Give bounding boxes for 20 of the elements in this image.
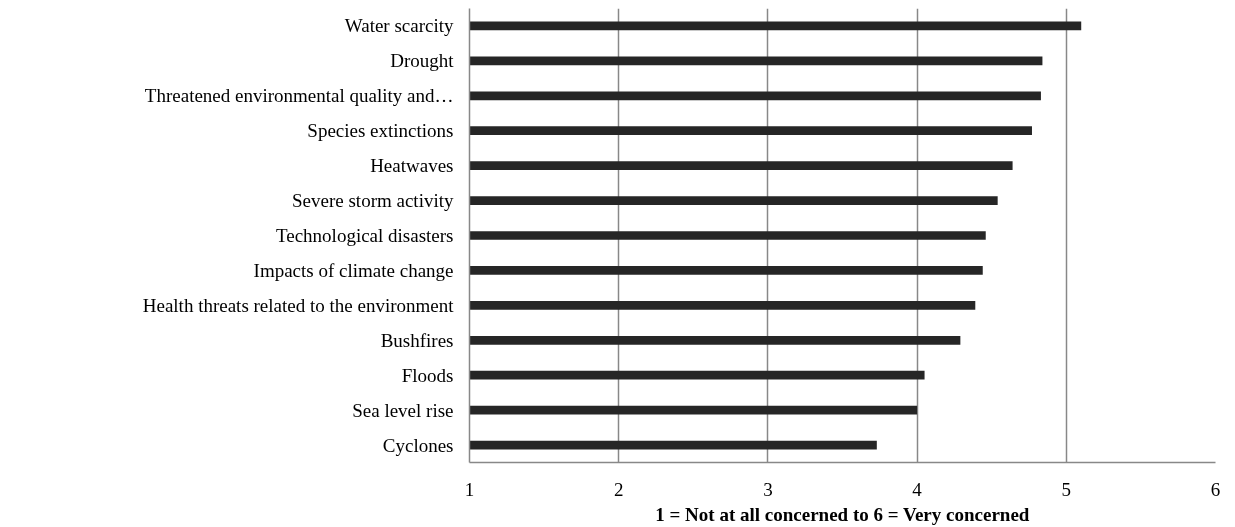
x-tick-label: 5 <box>1061 478 1072 500</box>
y-tick-label: Heatwaves <box>370 155 454 177</box>
x-tick-label: 4 <box>912 478 923 500</box>
x-axis-title: 1 = Not at all concerned to 6 = Very concerned <box>655 503 1030 525</box>
x-tick-label: 1 <box>464 478 475 500</box>
y-tick-label: Species extinctions <box>307 120 454 142</box>
y-tick-label: Cyclones <box>382 434 454 456</box>
y-tick-label: Technological disasters <box>275 225 454 246</box>
y-tick-label: Health threats related to the environment <box>142 294 455 316</box>
y-tick-label: Impacts of climate change <box>253 259 454 281</box>
y-tick-label: Drought <box>390 50 455 72</box>
y-tick-label: Water scarcity <box>344 15 454 37</box>
y-tick-label: Sea level rise <box>352 399 454 421</box>
y-tick-label: Floods <box>401 364 454 386</box>
x-tick-label: 3 <box>763 478 773 500</box>
y-tick-label: Severe storm activity <box>292 190 454 212</box>
x-tick-label: 6 <box>1210 478 1221 500</box>
y-tick-label: Bushfires <box>380 329 454 351</box>
x-tick-label: 2 <box>613 478 624 500</box>
y-tick-label: Threatened environmental quality and… <box>144 85 454 107</box>
